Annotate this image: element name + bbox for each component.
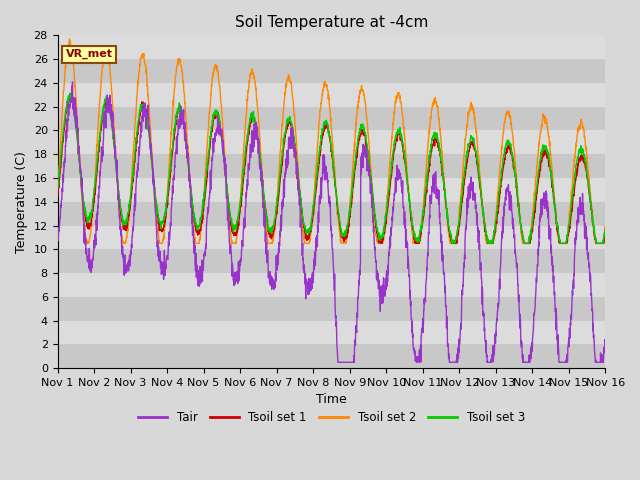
Legend: Tair, Tsoil set 1, Tsoil set 2, Tsoil set 3: Tair, Tsoil set 1, Tsoil set 2, Tsoil se… [133, 407, 530, 429]
Bar [58, 345, 605, 368]
Bar [58, 107, 605, 131]
Bar [58, 59, 605, 83]
Bar [58, 226, 605, 249]
Bar [58, 273, 605, 297]
Bar [58, 83, 605, 107]
Bar [58, 202, 605, 226]
Title: Soil Temperature at -4cm: Soil Temperature at -4cm [235, 15, 428, 30]
Y-axis label: Temperature (C): Temperature (C) [15, 151, 28, 252]
Bar [58, 131, 605, 154]
Bar [58, 154, 605, 178]
Bar [58, 178, 605, 202]
Bar [58, 297, 605, 321]
Text: VR_met: VR_met [66, 49, 113, 59]
X-axis label: Time: Time [316, 394, 347, 407]
Bar [58, 321, 605, 345]
Bar [58, 36, 605, 59]
Bar [58, 249, 605, 273]
